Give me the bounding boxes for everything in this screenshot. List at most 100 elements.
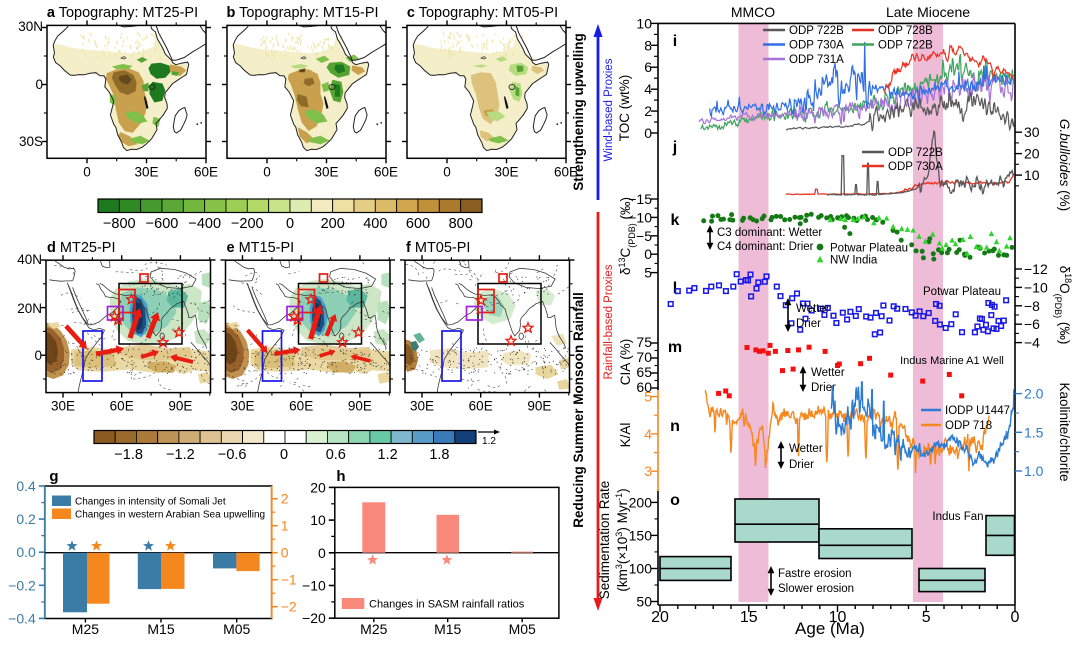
svg-text:15: 15 xyxy=(740,609,758,626)
svg-text:−1: −1 xyxy=(281,572,297,588)
svg-text:−10: −10 xyxy=(1024,279,1048,295)
svg-text:Potwar Plateau: Potwar Plateau xyxy=(923,286,1001,298)
svg-text:0: 0 xyxy=(34,348,42,363)
svg-text:0: 0 xyxy=(263,164,271,179)
svg-text:−1.2: −1.2 xyxy=(166,447,195,463)
svg-text:Kaolinite/chlorite: Kaolinite/chlorite xyxy=(1057,382,1072,481)
svg-text:0: 0 xyxy=(644,246,652,262)
svg-text:Strengthening upwelling: Strengthening upwelling xyxy=(571,33,586,191)
svg-text:60E: 60E xyxy=(289,399,313,414)
svg-text:200: 200 xyxy=(629,494,653,510)
svg-text:a Topography: MT25-PI: a Topography: MT25-PI xyxy=(47,5,198,21)
svg-text:j: j xyxy=(672,139,677,156)
svg-text:4: 4 xyxy=(644,426,652,442)
svg-text:d MT25-PI: d MT25-PI xyxy=(47,240,115,256)
svg-text:−6: −6 xyxy=(1024,316,1040,332)
svg-text:Wetter: Wetter xyxy=(789,443,823,455)
svg-text:Slower erosion: Slower erosion xyxy=(778,583,854,595)
svg-text:f MT05-PI: f MT05-PI xyxy=(406,240,470,256)
svg-text:2.0: 2.0 xyxy=(1024,386,1044,402)
svg-text:K/Al: K/Al xyxy=(618,423,633,448)
svg-text:Drier: Drier xyxy=(811,382,836,394)
svg-text:b Topography: MT15-PI: b Topography: MT15-PI xyxy=(226,5,378,21)
svg-text:0.4: 0.4 xyxy=(16,478,36,494)
svg-text:60E: 60E xyxy=(194,164,218,179)
svg-text:65: 65 xyxy=(636,364,652,380)
svg-text:5: 5 xyxy=(644,389,652,405)
svg-text:10: 10 xyxy=(310,512,326,528)
svg-text:800: 800 xyxy=(449,216,473,232)
svg-text:60E: 60E xyxy=(554,164,578,179)
svg-text:M15: M15 xyxy=(434,621,461,637)
svg-text:0: 0 xyxy=(280,447,288,463)
svg-text:−800: −800 xyxy=(103,216,136,232)
svg-text:5: 5 xyxy=(922,609,931,626)
svg-text:Age (Ma): Age (Ma) xyxy=(795,619,865,638)
svg-text:M15: M15 xyxy=(147,621,174,637)
svg-text:−400: −400 xyxy=(188,216,221,232)
svg-text:o: o xyxy=(670,492,680,509)
svg-text:IODP U1447: IODP U1447 xyxy=(945,405,1010,417)
svg-text:30E: 30E xyxy=(410,399,434,414)
svg-text:C3 dominant: Wetter: C3 dominant: Wetter xyxy=(717,227,822,239)
svg-text:m: m xyxy=(668,339,682,356)
svg-text:30: 30 xyxy=(1024,124,1040,140)
svg-text:30N: 30N xyxy=(18,19,43,34)
svg-text:Potwar Plateau: Potwar Plateau xyxy=(830,243,908,255)
svg-text:30E: 30E xyxy=(134,164,158,179)
svg-text:Wetter: Wetter xyxy=(811,367,845,379)
svg-text:20: 20 xyxy=(1024,146,1040,162)
svg-text:100: 100 xyxy=(629,561,653,577)
svg-text:0: 0 xyxy=(644,125,652,141)
svg-text:Drier: Drier xyxy=(796,318,821,330)
svg-text:0: 0 xyxy=(286,216,294,232)
svg-text:30E: 30E xyxy=(51,399,75,414)
svg-text:Wetter: Wetter xyxy=(796,303,830,315)
svg-text:20: 20 xyxy=(651,609,669,626)
svg-text:−10: −10 xyxy=(302,578,326,594)
svg-text:30E: 30E xyxy=(494,164,518,179)
svg-text:90E: 90E xyxy=(168,399,192,414)
svg-text:0.2: 0.2 xyxy=(16,511,36,527)
svg-text:6: 6 xyxy=(644,59,652,75)
svg-text:60E: 60E xyxy=(469,399,493,414)
svg-text:0.6: 0.6 xyxy=(326,447,346,463)
svg-text:200: 200 xyxy=(321,216,345,232)
svg-text:0: 0 xyxy=(1011,609,1020,626)
svg-text:3: 3 xyxy=(644,463,652,479)
svg-text:0: 0 xyxy=(443,164,451,179)
svg-text:Indus Fan: Indus Fan xyxy=(932,511,983,523)
svg-text:150: 150 xyxy=(629,527,653,543)
svg-text:ODP 730A: ODP 730A xyxy=(789,40,844,52)
svg-text:2: 2 xyxy=(644,103,652,119)
svg-text:−2: −2 xyxy=(281,599,297,615)
svg-text:0: 0 xyxy=(35,77,43,92)
svg-text:ODP 728B: ODP 728B xyxy=(878,25,933,37)
svg-text:M25: M25 xyxy=(360,621,387,637)
svg-text:i: i xyxy=(673,33,677,50)
svg-text:−5: −5 xyxy=(636,228,652,244)
svg-text:ODP 722B: ODP 722B xyxy=(888,147,943,159)
svg-text:4: 4 xyxy=(644,81,652,97)
svg-text:2: 2 xyxy=(281,491,289,507)
svg-text:Fastre erosion: Fastre erosion xyxy=(778,568,852,580)
svg-text:50: 50 xyxy=(636,594,652,610)
svg-text:1.5: 1.5 xyxy=(1024,424,1044,440)
svg-text:c Topography: MT05-PI: c Topography: MT05-PI xyxy=(407,5,558,21)
svg-text:1.8: 1.8 xyxy=(429,447,449,463)
svg-text:30E: 30E xyxy=(230,399,254,414)
svg-text:10: 10 xyxy=(1024,167,1040,183)
svg-text:1: 1 xyxy=(281,518,289,534)
svg-text:C4 dominant: Drier: C4 dominant: Drier xyxy=(717,241,814,253)
svg-text:0.0: 0.0 xyxy=(16,544,36,560)
svg-text:δ18O(PDB) (‰): δ18O(PDB) (‰) xyxy=(1053,266,1073,345)
svg-text:M05: M05 xyxy=(509,621,536,637)
svg-text:−0.4: −0.4 xyxy=(8,610,36,626)
svg-text:60E: 60E xyxy=(374,164,398,179)
svg-text:20N: 20N xyxy=(17,301,42,316)
svg-text:−8: −8 xyxy=(1024,298,1040,314)
svg-text:e MT15-PI: e MT15-PI xyxy=(227,240,295,256)
svg-text:60E: 60E xyxy=(110,399,134,414)
svg-text:−4: −4 xyxy=(1024,335,1040,351)
svg-text:75: 75 xyxy=(636,334,652,350)
